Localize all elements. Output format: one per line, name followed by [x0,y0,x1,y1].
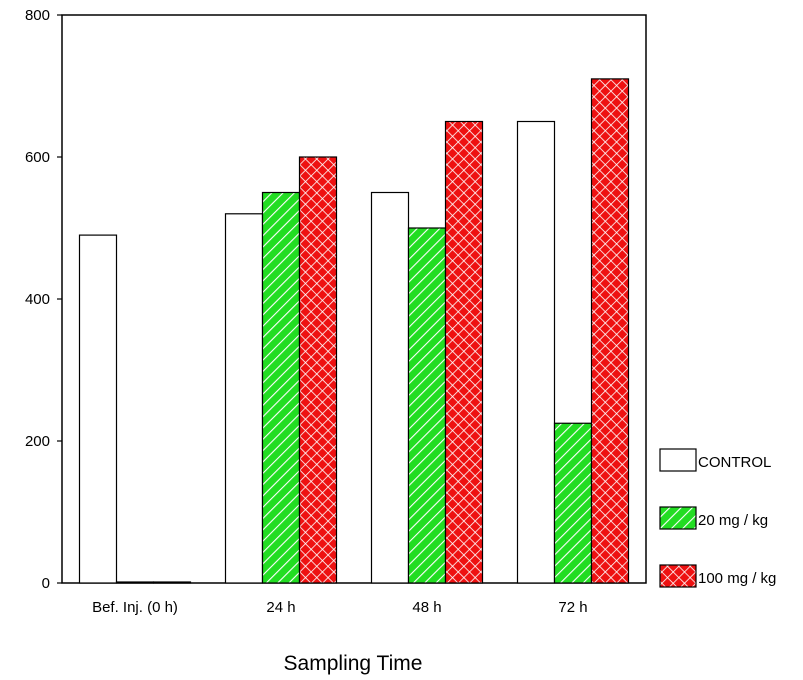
legend-label: CONTROL [698,454,771,471]
legend-label: 20 mg / kg [698,512,768,529]
bar-control-2 [370,191,410,584]
bar-100mg-0 [152,581,192,584]
bars [78,78,630,584]
y-axis: 0 200 400 600 800 [25,7,62,592]
y-tick-label: 200 [25,433,50,450]
bar-100mg-2 [444,120,484,584]
y-tick-label: 800 [25,7,50,24]
bar-20mg-3 [553,422,593,584]
bar-20mg-0 [115,581,155,584]
x-axis-title: Sampling Time [284,652,423,675]
y-tick-label: 0 [42,575,50,592]
legend-swatch [659,506,697,530]
legend-swatch [659,448,697,472]
legend-label: 100 mg / kg [698,570,776,587]
legend: CONTROL 20 mg / kg 100 mg / kg [659,448,776,588]
bar-100mg-1 [298,156,338,584]
bar-100mg-3 [590,78,630,584]
bar-control-1 [224,213,264,584]
x-tick-label: 24 h [266,599,295,616]
x-tick-label: 72 h [558,599,587,616]
y-tick-label: 400 [25,291,50,308]
x-axis: Bef. Inj. (0 h) 24 h 48 h 72 h [92,599,588,616]
x-tick-label: 48 h [412,599,441,616]
bar-control-3 [516,120,556,584]
x-tick-label: Bef. Inj. (0 h) [92,599,178,616]
y-tick-label: 600 [25,149,50,166]
bar-control-0 [78,234,118,584]
legend-swatch [659,564,697,588]
bar-20mg-1 [261,191,301,584]
bar-20mg-2 [407,227,447,584]
